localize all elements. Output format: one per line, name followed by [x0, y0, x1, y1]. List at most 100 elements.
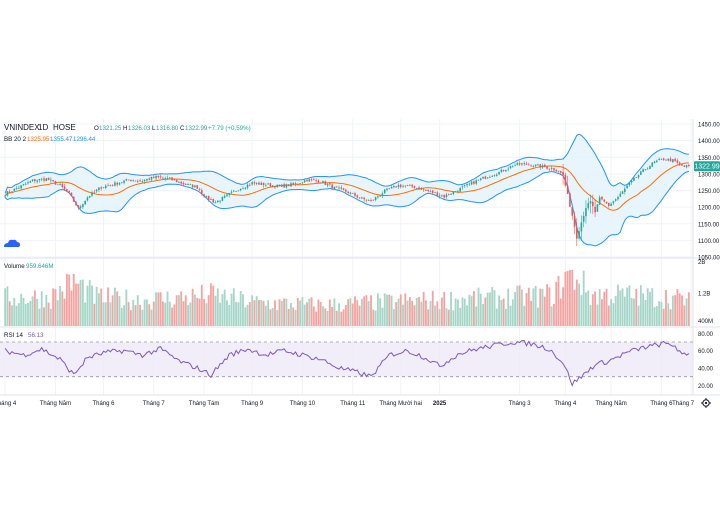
volume-bar — [65, 273, 68, 326]
candle-body — [52, 179, 54, 182]
legend-rsi[interactable]: RSI 14 56.13 — [4, 332, 44, 339]
volume-bar — [569, 270, 571, 326]
candle-body — [329, 183, 331, 185]
cloud-logo-icon[interactable] — [4, 239, 20, 247]
candle — [244, 186, 247, 190]
volume-bar — [56, 300, 59, 326]
volume-bar — [52, 288, 55, 326]
time-tick-label: Tháng Năm — [40, 401, 71, 407]
candle-body — [667, 158, 670, 161]
candle-body — [393, 186, 395, 188]
volume-bar — [667, 303, 670, 326]
candle — [395, 186, 397, 188]
candle — [367, 199, 370, 201]
volume-bar — [392, 309, 395, 326]
volume-bar — [571, 270, 574, 326]
candle-body — [349, 192, 352, 194]
volume-bar — [626, 287, 629, 326]
volume-bar — [168, 301, 171, 326]
volume-bar — [541, 288, 544, 326]
candle — [168, 177, 171, 179]
candle — [335, 185, 338, 188]
candle-body — [301, 182, 304, 184]
volume-bar — [262, 300, 265, 326]
volume-bar — [605, 288, 608, 326]
candle-body — [523, 163, 526, 165]
candle-body — [502, 170, 505, 172]
candle-body — [210, 199, 212, 200]
candle-body — [358, 197, 361, 199]
candle-body — [267, 183, 269, 185]
chart-area[interactable]: 1450.00 1400.00 1350.00 1300.00 1250.00 1200.… — [0, 119, 720, 411]
candle — [411, 184, 413, 189]
candles[interactable] — [4, 156, 690, 247]
rsi-axis[interactable]: 80.00 60.00 40.00 20.00 — [698, 332, 714, 390]
candle — [562, 163, 564, 185]
candle — [370, 198, 372, 202]
volume-bar — [591, 294, 594, 326]
candle — [610, 202, 612, 207]
bb-upper-line[interactable] — [4, 133, 689, 194]
legend-symbol[interactable]: VNINDEX 1D HOSE — [4, 123, 76, 132]
volume-bar — [424, 300, 427, 326]
candle-body — [685, 165, 688, 168]
time-tick-label: Tháng 7 — [672, 401, 695, 407]
candle-body — [635, 177, 638, 179]
high-value: 1326.03 — [128, 125, 151, 132]
candle — [281, 183, 283, 187]
candle-body — [642, 169, 644, 172]
candle-body — [363, 197, 365, 200]
candle-body — [136, 180, 139, 182]
candle-body — [614, 199, 617, 201]
candle-body — [527, 164, 530, 166]
gear-icon[interactable] — [701, 398, 711, 408]
volume-bar — [155, 292, 157, 326]
volume-bar — [543, 296, 546, 326]
volume-bar — [219, 302, 222, 326]
candle — [66, 188, 68, 192]
price-axis[interactable]: 1450.00 1400.00 1350.00 1300.00 1250.00 1200.… — [698, 123, 720, 262]
candle-body — [573, 215, 576, 227]
candle-body — [34, 179, 36, 182]
volume-bar — [54, 289, 57, 326]
volume-bar — [196, 297, 199, 326]
volume-axis[interactable]: 2B 1.2B 400M — [698, 260, 713, 325]
volume-bar — [274, 300, 276, 326]
time-tick-label: Tháng Mười hai — [379, 401, 422, 407]
candle — [182, 181, 185, 187]
candle — [345, 188, 347, 194]
candle — [326, 182, 329, 188]
candle-body — [669, 158, 672, 162]
legend-volume[interactable]: Volume 959.646M — [4, 263, 54, 270]
candle — [162, 176, 164, 179]
candle — [527, 162, 530, 166]
volume-bar — [646, 288, 649, 326]
candle-body — [152, 176, 155, 178]
candle — [180, 180, 183, 186]
candle — [322, 180, 324, 184]
chart-svg[interactable]: 1450.00 1400.00 1350.00 1300.00 1250.00 1200.… — [0, 119, 720, 411]
volume-bar — [436, 301, 439, 326]
volume-bars[interactable] — [4, 270, 690, 326]
legend-bb[interactable]: BB 20 2 1325.95 1355.47 1296.44 — [4, 136, 96, 143]
volume-bar — [537, 307, 539, 326]
volume-bar — [331, 307, 334, 326]
candle-body — [601, 196, 603, 200]
candle-body — [150, 176, 153, 180]
candle-body — [475, 180, 477, 184]
candle — [539, 163, 542, 170]
candle-body — [217, 200, 219, 203]
bb-basis-line[interactable] — [4, 162, 689, 211]
candle — [125, 178, 128, 182]
volume-bar — [687, 292, 690, 326]
candle — [511, 164, 514, 168]
candle-body — [187, 183, 189, 186]
volume-bar — [49, 308, 52, 326]
candle-body — [507, 168, 510, 170]
candle — [285, 183, 288, 189]
volume-bar — [388, 294, 391, 326]
candle — [24, 182, 27, 186]
bb-label: BB 20 2 — [4, 136, 27, 143]
rsi-line[interactable] — [4, 340, 690, 387]
